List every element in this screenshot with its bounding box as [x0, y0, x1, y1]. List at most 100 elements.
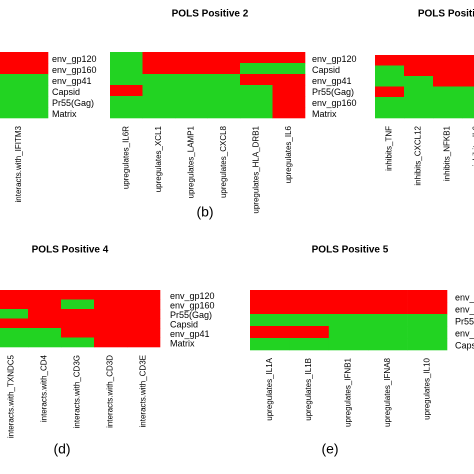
column-label: interacts.with_IFITM3 — [14, 125, 23, 202]
heatmap-cell — [433, 107, 463, 119]
heatmap-cell — [272, 85, 306, 97]
row-label: Matrix — [52, 109, 77, 119]
heatmap-cell — [0, 318, 29, 329]
heatmap-cell — [28, 290, 62, 300]
heatmap-cell — [207, 52, 241, 64]
heatmap-cell — [433, 97, 463, 108]
heatmap-cell — [94, 309, 128, 319]
row-label: env_gp41 — [455, 328, 474, 338]
heatmap-cell — [175, 85, 208, 97]
row-label: env_gp160 — [455, 304, 474, 314]
heatmap-cell — [0, 299, 29, 310]
heatmap-cell — [127, 337, 161, 348]
heatmap-cell — [368, 314, 408, 327]
panel-title: POLS Positive 4 — [32, 245, 109, 256]
column-label: upregulates_XCL1 — [154, 125, 163, 192]
column-label: upregulates_IL6R — [121, 126, 130, 189]
heatmap-cell — [110, 96, 143, 108]
heatmap-cell — [272, 107, 306, 119]
heatmap-cell — [462, 97, 474, 108]
heatmap-cell — [250, 326, 290, 339]
row-label: Matrix — [312, 109, 337, 119]
heatmap-cell — [404, 76, 434, 87]
heatmap-cell — [175, 107, 208, 119]
heatmap-cell — [462, 65, 474, 77]
heatmap-cell — [433, 86, 463, 98]
heatmap-cell — [142, 85, 176, 97]
heatmap-cell — [207, 85, 241, 97]
heatmap-cell — [207, 63, 241, 75]
heatmap-cell — [175, 96, 208, 108]
heatmap-cell — [462, 76, 474, 87]
column-label: upregulates_IL10 — [422, 357, 431, 419]
heatmap-cell — [28, 299, 62, 310]
heatmap-cell — [407, 338, 448, 351]
heatmap-cell — [240, 107, 273, 119]
heatmap-cell — [94, 337, 128, 348]
heatmap-cell — [289, 338, 330, 351]
heatmap-cell — [240, 96, 273, 108]
heatmap-cell — [250, 314, 290, 327]
heatmap-cell — [142, 74, 176, 86]
row-label: Capsid — [312, 65, 340, 75]
heatmap-cell — [28, 328, 62, 338]
heatmap-cell — [127, 299, 161, 310]
heatmap-cell — [240, 63, 273, 75]
heatmap-cell — [0, 63, 49, 75]
heatmap-cell — [127, 290, 161, 300]
panel-label: (d) — [53, 441, 70, 457]
panel-label: (e) — [321, 441, 338, 457]
heatmap-cell — [272, 63, 306, 75]
column-label: upregulates_CXCL8 — [219, 125, 228, 198]
heatmap-cell — [175, 52, 208, 64]
heatmap-cell — [207, 96, 241, 108]
row-label: Pr55(Gag) — [455, 316, 474, 326]
heatmap-cell — [0, 309, 29, 319]
heatmap-cell — [142, 96, 176, 108]
heatmap-cell — [207, 74, 241, 86]
column-label: inhibits_TNF — [385, 126, 394, 171]
heatmap-cell — [127, 318, 161, 329]
heatmap-cell — [142, 107, 176, 119]
panel-title: POLS Positive 5 — [312, 245, 389, 256]
heatmap-cell — [0, 107, 49, 119]
heatmap-cell — [61, 309, 95, 319]
heatmap-cell — [240, 52, 273, 64]
column-label: upregulates_HLA_DRB1 — [251, 125, 260, 213]
column-label: inhibits_CXCL12 — [414, 125, 423, 185]
heatmap-cell — [272, 74, 306, 86]
heatmap-cell — [110, 63, 143, 75]
heatmap-cell — [0, 85, 49, 97]
heatmap-cell — [328, 290, 369, 303]
heatmap-cell — [250, 302, 290, 315]
row-label: env_gp120 — [312, 54, 357, 64]
heatmap-cell — [375, 65, 405, 77]
heatmap-cell — [368, 302, 408, 315]
heatmap-cell — [407, 314, 448, 327]
heatmap-cell — [462, 86, 474, 98]
column-label: interacts.with_TXNDC5 — [7, 354, 16, 438]
column-label: inhibits_IL6 — [472, 125, 474, 166]
heatmap-cell — [94, 299, 128, 310]
heatmap-cell — [289, 290, 330, 303]
heatmap-cell — [0, 52, 49, 64]
heatmap-cell — [433, 55, 463, 66]
row-label: env_gp160 — [170, 301, 215, 311]
column-label: interacts.with_CD3D — [106, 355, 115, 428]
row-label: env_gp41 — [312, 76, 352, 86]
heatmap-cell — [433, 76, 463, 87]
heatmap-cell — [328, 338, 369, 351]
heatmap-cell — [94, 328, 128, 338]
heatmap-cell — [175, 63, 208, 75]
row-label: Capsid — [455, 340, 474, 350]
column-label: upregulates_LAMP1 — [186, 125, 195, 198]
heatmap-cell — [407, 302, 448, 315]
heatmap-cell — [61, 328, 95, 338]
heatmap-cell — [368, 326, 408, 339]
row-label: env_gp160 — [52, 65, 97, 75]
heatmap-cell — [110, 74, 143, 86]
heatmap-cell — [28, 318, 62, 329]
heatmap-cell — [110, 107, 143, 119]
column-label: inhibits_NFKB1 — [443, 125, 452, 181]
